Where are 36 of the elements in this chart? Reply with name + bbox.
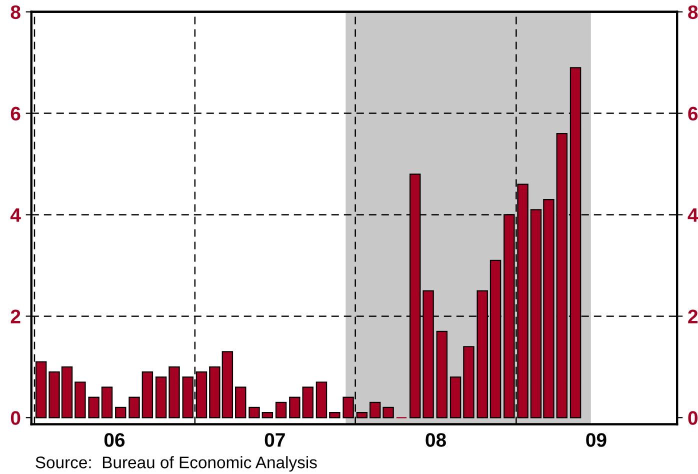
- y2-tick-label: 8: [688, 5, 698, 20]
- y-tick-label: 0: [10, 411, 20, 425]
- bar: [329, 412, 340, 418]
- bar: [128, 396, 140, 418]
- y2-tick-label: 6: [688, 106, 698, 121]
- bar: [450, 376, 462, 418]
- bar: [463, 346, 474, 418]
- bar: [235, 386, 246, 418]
- bar: [115, 406, 126, 418]
- bar: [316, 382, 328, 418]
- y-tick-label: 2: [10, 310, 20, 324]
- y2-tick-label: 4: [688, 208, 698, 222]
- bar: [101, 386, 113, 418]
- bar: [302, 386, 314, 418]
- bar: [88, 396, 100, 418]
- y-tick-label: 4: [10, 208, 21, 222]
- bar: [382, 406, 394, 418]
- y-tick-label: 8: [10, 5, 20, 20]
- bar: [168, 366, 180, 418]
- x-tick-label: 06: [104, 433, 125, 447]
- bar: [248, 406, 260, 418]
- bar: [262, 412, 274, 418]
- source-note: Source: Bureau of Economic Analysis: [36, 456, 317, 472]
- bar: [370, 402, 381, 418]
- y2-tick-label: 2: [688, 310, 698, 324]
- bar: [74, 382, 86, 418]
- bar: [275, 402, 287, 418]
- bar: [142, 371, 154, 418]
- y2-tick-label: 0: [688, 411, 698, 425]
- bar: [289, 396, 300, 418]
- x-tick-label: 09: [586, 433, 606, 447]
- x-tick-label: 08: [426, 433, 446, 447]
- y-tick-label: 6: [10, 106, 20, 121]
- bar: [155, 376, 167, 418]
- x-tick-label: 07: [264, 433, 285, 447]
- bar: [436, 330, 448, 418]
